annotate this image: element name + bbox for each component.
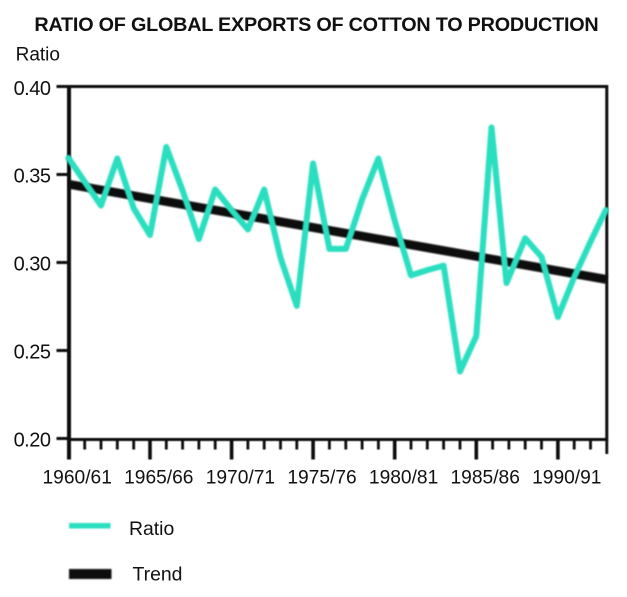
svg-text:1975/76: 1975/76: [287, 468, 356, 489]
svg-text:1990/91: 1990/91: [532, 468, 601, 489]
svg-text:0.40: 0.40: [14, 78, 51, 100]
svg-text:0.30: 0.30: [14, 254, 51, 276]
svg-text:1960/61: 1960/61: [43, 468, 112, 489]
svg-text:0.20: 0.20: [14, 430, 51, 452]
svg-text:1970/71: 1970/71: [206, 468, 275, 489]
svg-text:Trend: Trend: [133, 563, 183, 585]
svg-text:1985/86: 1985/86: [451, 468, 520, 489]
svg-text:0.35: 0.35: [14, 166, 51, 188]
svg-text:1965/66: 1965/66: [124, 468, 193, 489]
svg-text:RATIO OF GLOBAL EXPORTS OF COT: RATIO OF GLOBAL EXPORTS OF COTTON TO PRO…: [34, 14, 598, 36]
svg-text:Ratio: Ratio: [129, 518, 174, 540]
svg-text:1980/81: 1980/81: [369, 468, 438, 489]
svg-text:0.25: 0.25: [14, 342, 51, 364]
svg-text:Ratio: Ratio: [16, 45, 60, 66]
